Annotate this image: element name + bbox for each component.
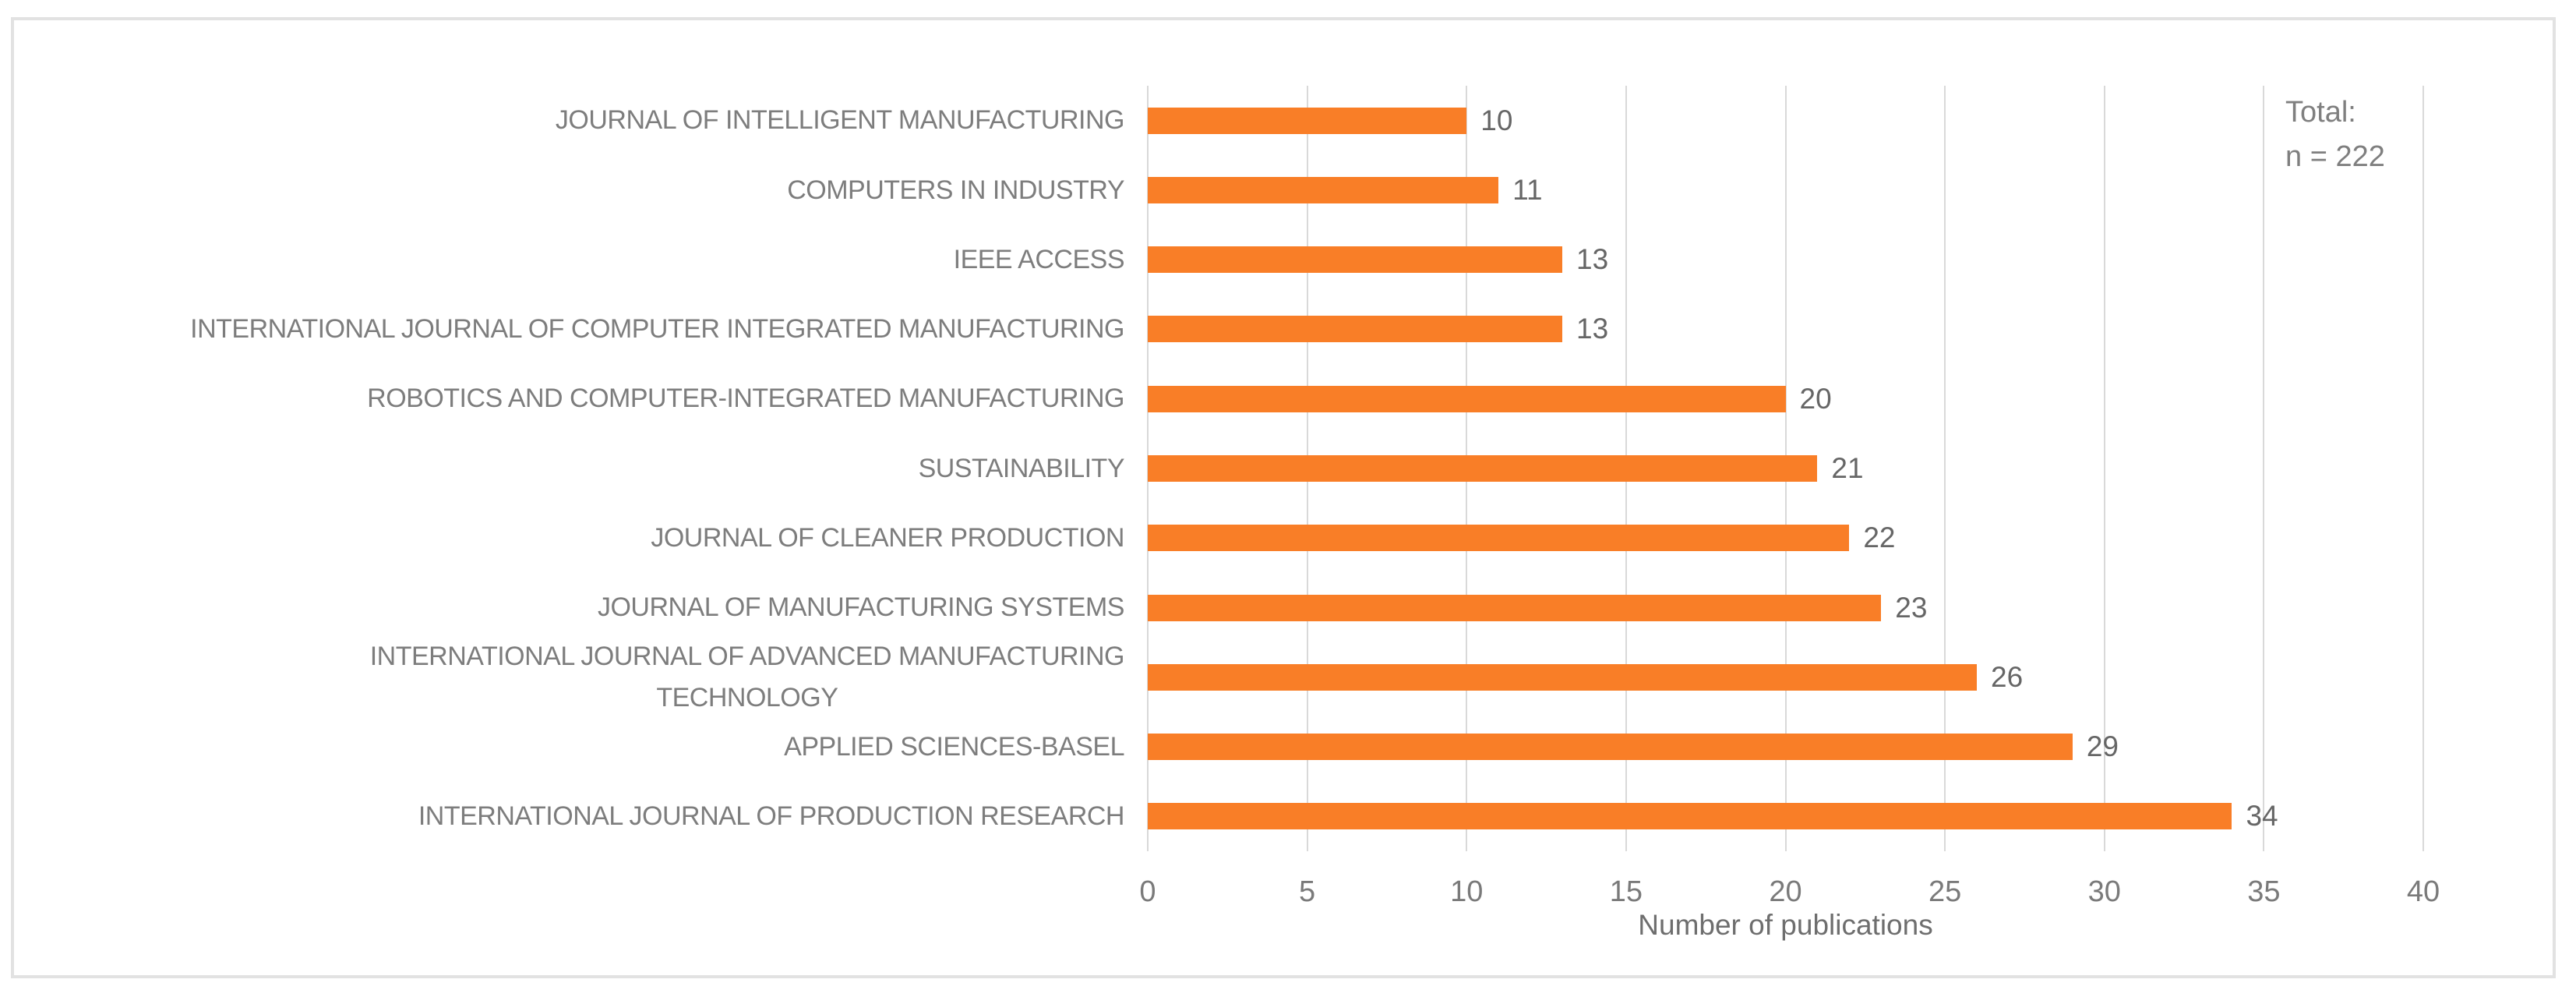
bar xyxy=(1148,734,2073,761)
category-label: JOURNAL OF MANUFACTURING SYSTEMS xyxy=(597,592,1125,623)
x-axis-tick-label: 10 xyxy=(1450,875,1484,908)
bar xyxy=(1148,316,1563,343)
x-axis-tick-label: 5 xyxy=(1299,875,1316,908)
bar xyxy=(1148,525,1850,552)
category-axis: JOURNAL OF INTELLIGENT MANUFACTURING COMP… xyxy=(19,86,1124,851)
bar-value-label: 23 xyxy=(1895,591,1928,624)
x-axis-tick-label: 30 xyxy=(2087,875,2121,908)
plot-area: Number of publications 0 5 10 15 20 25 30 35 40 1… xyxy=(1139,86,2440,941)
x-axis-title: Number of publications xyxy=(1638,909,1933,941)
bar xyxy=(1148,663,1978,691)
x-axis-tick-label: 35 xyxy=(2247,875,2281,908)
gridline xyxy=(1944,86,1946,851)
bar-value-label: 22 xyxy=(1863,521,1896,554)
category-label: ROBOTICS AND COMPUTER-INTEGRATED MANUFAC… xyxy=(367,384,1124,414)
category-label: JOURNAL OF INTELLIGENT MANUFACTURING xyxy=(555,105,1125,136)
total-annotation-line2: n = 222 xyxy=(2285,140,2385,173)
gridline xyxy=(2263,86,2265,851)
x-axis-tick-label: 20 xyxy=(1769,875,1802,908)
x-axis-tick-label: 15 xyxy=(1609,875,1643,908)
bar-value-label: 13 xyxy=(1576,313,1609,345)
bar xyxy=(1148,455,1818,482)
category-label: INTERNATIONAL JOURNAL OF PRODUCTION RESE… xyxy=(418,801,1125,831)
bar xyxy=(1148,594,1882,621)
x-axis-tick-label: 40 xyxy=(2406,875,2440,908)
bar xyxy=(1148,246,1563,274)
bar xyxy=(1148,803,2232,830)
category-label: JOURNAL OF CLEANER PRODUCTION xyxy=(651,522,1124,553)
gridline xyxy=(2103,86,2105,851)
bar-value-label: 26 xyxy=(1991,660,2024,693)
bar xyxy=(1148,107,1467,134)
bar-value-label: 34 xyxy=(2246,800,2278,833)
category-label: APPLIED SCIENCES-BASEL xyxy=(784,731,1124,762)
x-axis-tick-label: 25 xyxy=(1928,875,1962,908)
category-label: INTERNATIONAL JOURNAL OF COMPUTER INTEGR… xyxy=(190,314,1124,345)
gridline xyxy=(2422,86,2424,851)
bar-value-label: 11 xyxy=(1512,173,1543,206)
bar-value-label: 29 xyxy=(2086,730,2119,763)
bar-value-label: 13 xyxy=(1576,243,1609,276)
bar-value-label: 10 xyxy=(1480,104,1513,136)
bar-value-label: 20 xyxy=(1799,382,1832,415)
category-label: INTERNATIONAL JOURNAL OF ADVANCED MANUFA… xyxy=(369,642,1125,712)
total-annotation: Total: n = 222 xyxy=(2285,90,2385,179)
bar-value-label: 21 xyxy=(1831,451,1864,484)
total-annotation-line1: Total: xyxy=(2285,96,2356,129)
category-label: SUSTAINABILITY xyxy=(918,453,1125,483)
bar xyxy=(1148,176,1499,203)
bar xyxy=(1148,385,1786,412)
category-label: COMPUTERS IN INDUSTRY xyxy=(787,175,1124,205)
category-label: IEEE ACCESS xyxy=(953,244,1125,274)
x-axis-tick-label: 0 xyxy=(1139,875,1156,908)
